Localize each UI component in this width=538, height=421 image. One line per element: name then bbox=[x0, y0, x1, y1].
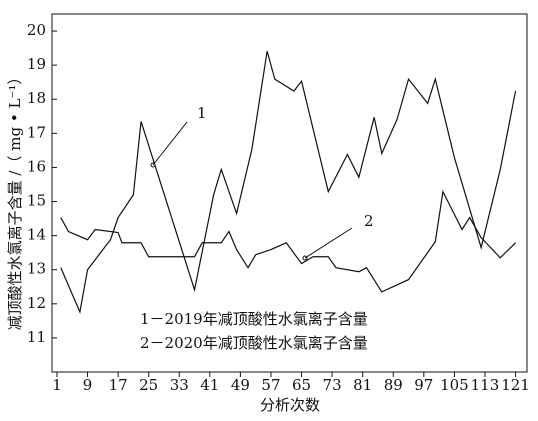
x-tick-label: 113 bbox=[471, 376, 500, 394]
x-tick-label: 25 bbox=[139, 376, 158, 394]
x-tick-label: 81 bbox=[353, 376, 372, 394]
annotation-label: 2 bbox=[364, 212, 374, 230]
y-tick-label: 13 bbox=[27, 260, 46, 278]
x-tick-label: 1 bbox=[52, 376, 62, 394]
x-tick-label: 89 bbox=[384, 376, 403, 394]
y-tick-label: 15 bbox=[27, 192, 46, 210]
x-tick-label: 49 bbox=[231, 376, 250, 394]
y-tick-label: 11 bbox=[27, 328, 46, 346]
legend-label: 2－2020年减顶酸性水氯离子含量 bbox=[140, 334, 368, 352]
x-tick-label: 33 bbox=[170, 376, 189, 394]
legend-label: 1－2019年减顶酸性水氯离子含量 bbox=[140, 310, 368, 328]
x-tick-label: 105 bbox=[440, 376, 469, 394]
x-tick-label: 121 bbox=[501, 376, 530, 394]
y-tick-label: 20 bbox=[27, 21, 46, 39]
x-tick-label: 73 bbox=[323, 376, 342, 394]
y-tick-label: 17 bbox=[27, 123, 46, 141]
x-tick-label: 41 bbox=[200, 376, 219, 394]
y-tick-label: 14 bbox=[27, 226, 46, 244]
y-tick-label: 18 bbox=[27, 89, 46, 107]
x-tick-label: 65 bbox=[292, 376, 311, 394]
annotation-label: 1 bbox=[197, 104, 207, 122]
x-tick-label: 97 bbox=[414, 376, 433, 394]
plot-frame bbox=[51, 13, 528, 373]
y-tick-label: 19 bbox=[27, 55, 46, 73]
y-axis-label: 减顶酸性水氯离子含量 /（ mg • L⁻¹） bbox=[6, 70, 24, 331]
y-tick-label: 12 bbox=[27, 294, 46, 312]
x-tick-label: 17 bbox=[109, 376, 128, 394]
series-line bbox=[60, 51, 517, 315]
y-tick-label: 16 bbox=[27, 157, 46, 175]
x-tick-label: 57 bbox=[261, 376, 280, 394]
annotation-leader bbox=[304, 227, 353, 259]
x-tick-label: 9 bbox=[83, 376, 93, 394]
series-line bbox=[60, 189, 516, 293]
annotation-leader bbox=[152, 121, 188, 166]
x-axis-label: 分析次数 bbox=[260, 396, 320, 414]
